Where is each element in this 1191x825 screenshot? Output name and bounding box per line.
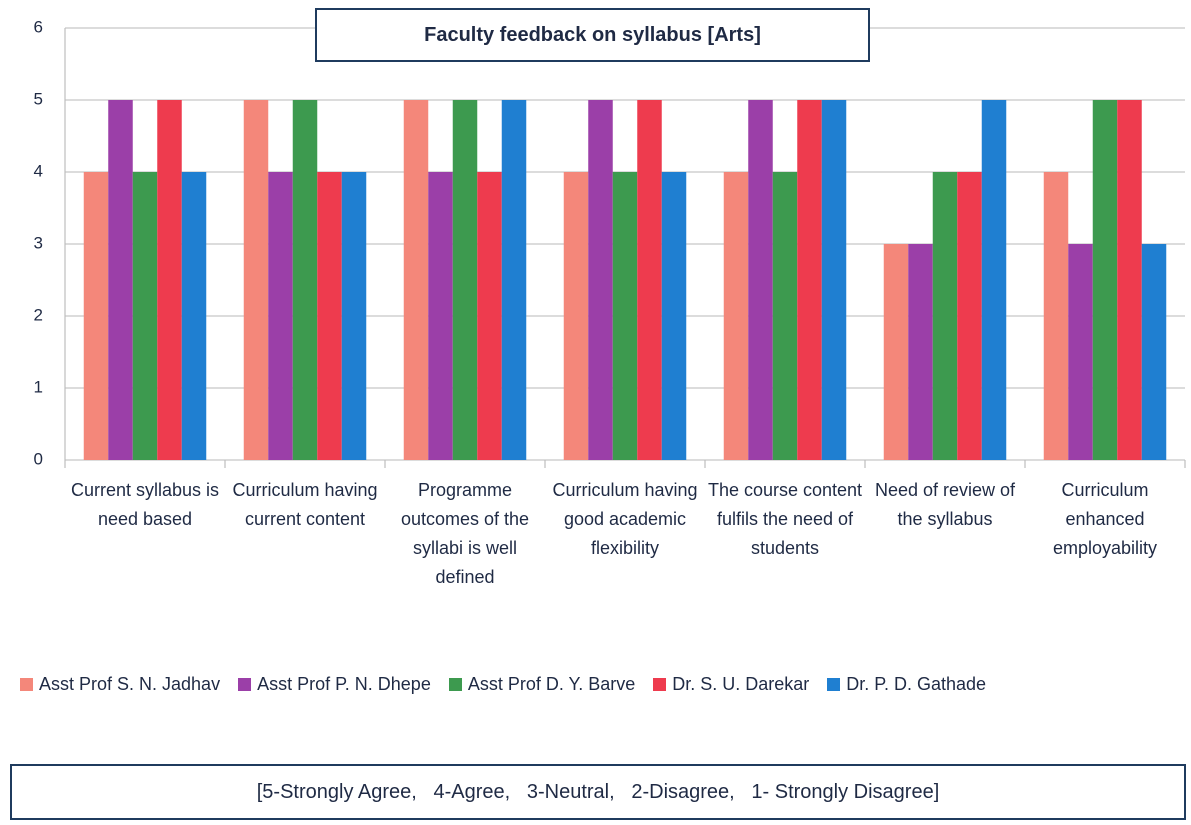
x-tick-label: Curriculum enhanced employability — [1052, 480, 1158, 558]
y-tick-label: 2 — [34, 305, 43, 324]
x-tick-label: Curriculum having current content — [232, 480, 378, 529]
legend-swatch — [448, 678, 462, 691]
bar — [108, 100, 133, 460]
bar — [981, 100, 1007, 460]
y-tick-label: 3 — [34, 233, 43, 252]
bar — [637, 100, 662, 460]
bar — [83, 172, 109, 460]
bar — [563, 172, 589, 460]
bar — [1043, 172, 1069, 460]
scale-note: [5-Strongly Agree, 4-Agree, 3-Neutral, 2… — [10, 764, 1186, 820]
legend-item: Asst Prof P. N. Dhepe — [238, 674, 431, 695]
x-tick-label: Programme outcomes of the syllabi is wel… — [400, 480, 530, 587]
legend: Asst Prof S. N. Jadhav Asst Prof P. N. Dh… — [20, 674, 1191, 695]
bar — [797, 100, 822, 460]
y-tick-label: 1 — [34, 377, 43, 396]
bar — [612, 172, 638, 460]
bar — [132, 172, 158, 460]
legend-item: Dr. S. U. Darekar — [653, 674, 809, 695]
bar — [403, 100, 429, 460]
x-tick-label: The course content fulfils the need of s… — [707, 480, 863, 558]
bar — [452, 100, 478, 460]
bar — [1117, 100, 1142, 460]
bar — [317, 172, 342, 460]
legend-item: Dr. P. D. Gathade — [827, 674, 986, 695]
y-tick-label: 0 — [34, 449, 43, 468]
bar — [661, 172, 687, 460]
bar — [932, 172, 958, 460]
y-tick-label: 6 — [34, 17, 43, 36]
bar — [292, 100, 318, 460]
legend-label: Asst Prof S. N. Jadhav — [39, 674, 221, 694]
chart-title: Faculty feedback on syllabus [Arts] — [315, 8, 870, 62]
bar — [1092, 100, 1118, 460]
y-tick-label: 4 — [34, 161, 43, 180]
legend-swatch — [827, 678, 841, 691]
bar — [748, 100, 773, 460]
bar — [723, 172, 749, 460]
bar — [957, 172, 982, 460]
bar — [341, 172, 367, 460]
legend-swatch — [20, 678, 33, 691]
y-tick-label: 5 — [34, 89, 43, 108]
bar — [181, 172, 207, 460]
legend-swatch — [653, 678, 667, 691]
bar — [772, 172, 798, 460]
legend-label: Asst Prof P. N. Dhepe — [257, 674, 431, 694]
x-tick-label: Need of review of the syllabus — [874, 480, 1016, 529]
legend-label: Dr. S. U. Darekar — [672, 674, 810, 694]
legend-item: Asst Prof D. Y. Barve — [448, 674, 636, 695]
legend-item: Asst Prof S. N. Jadhav — [20, 674, 220, 695]
legend-swatch — [238, 678, 252, 691]
bar — [821, 100, 847, 460]
bar — [428, 172, 453, 460]
x-tick-label: Curriculum having good academic flexibil… — [552, 480, 698, 558]
bar — [477, 172, 502, 460]
bar — [501, 100, 527, 460]
legend-label: Dr. P. D. Gathade — [846, 674, 987, 694]
bar — [243, 100, 269, 460]
x-tick-label: Current syllabus is need based — [70, 480, 220, 529]
bar — [1068, 244, 1093, 460]
bar — [157, 100, 182, 460]
legend-label: Asst Prof D. Y. Barve — [467, 674, 636, 694]
bar — [883, 244, 909, 460]
bar — [268, 172, 293, 460]
bar — [1141, 244, 1167, 460]
bar — [908, 244, 933, 460]
bar — [588, 100, 613, 460]
